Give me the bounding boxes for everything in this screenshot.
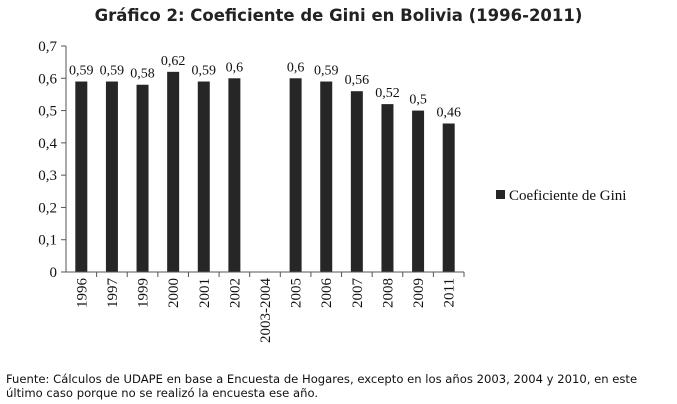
bar	[167, 71, 180, 272]
y-tick-label: 0,6	[38, 71, 57, 87]
y-tick-label: 0,1	[38, 233, 57, 249]
y-tick-label: 0,3	[38, 168, 57, 184]
bar-data-label: 0,6	[226, 60, 244, 75]
bar-data-label: 0,5	[409, 93, 427, 108]
x-axis-ticks: 1996 1997 1999 2000 2001 2002 2003-2004 2005 200…	[74, 272, 465, 343]
bar-data-label: 0,58	[130, 67, 155, 82]
x-tick-label: 1999	[136, 278, 152, 308]
x-tick-label: 2007	[350, 278, 366, 309]
bars	[75, 71, 455, 273]
x-tick-label: 2005	[289, 278, 305, 308]
x-tick-label: 2003-2004	[258, 278, 274, 343]
bar-data-label: 0,6	[287, 60, 305, 75]
bar-chart: 00,10,20,30,40,50,60,7 0,59 0,59 0,580,620…	[38, 39, 626, 343]
y-tick-label: 0,4	[38, 136, 57, 152]
y-tick-label: 0,2	[38, 200, 57, 216]
x-tick-label: 2008	[380, 278, 396, 308]
y-tick-label: 0,5	[38, 104, 57, 120]
x-tick-label: 1996	[74, 278, 90, 309]
bar	[412, 110, 425, 272]
bar-data-label: 0,59	[100, 64, 125, 79]
chart-title: Gráfico 2: Coeficiente de Gini en Bolivi…	[94, 6, 583, 25]
x-tick-label: 2006	[319, 278, 335, 309]
bar	[136, 84, 149, 272]
bar	[75, 81, 88, 272]
bar	[289, 78, 302, 273]
legend-label: Coeficiente de Gini	[509, 188, 626, 204]
x-tick-label: 1997	[105, 278, 121, 309]
y-tick-label: 0,7	[38, 39, 57, 55]
legend: Coeficiente de Gini	[496, 188, 626, 204]
bar	[381, 104, 394, 272]
data-labels: 0,59 0,59 0,58 0,62 0,59 0,6 0,6 0,59 0,56 0,52 0,…	[69, 54, 461, 121]
source-note: Fuente: Cálculos de UDAPE en base a Encu…	[6, 372, 638, 400]
y-tick-label: 0	[50, 265, 58, 281]
bar-data-label: 0,59	[192, 64, 217, 79]
bar	[442, 123, 455, 272]
bar	[105, 81, 118, 272]
bar	[197, 81, 210, 272]
bar-data-label: 0,52	[375, 86, 400, 101]
bar-data-label: 0,59	[69, 64, 94, 79]
bar-data-label: 0,59	[314, 64, 339, 79]
bar-data-label: 0,46	[436, 105, 461, 120]
x-tick-label: 2009	[411, 278, 427, 308]
x-tick-label: 2000	[166, 278, 182, 308]
bar-data-label: 0,56	[345, 73, 370, 88]
x-tick-label: 2002	[227, 278, 243, 308]
bar	[320, 81, 333, 272]
bar	[228, 78, 241, 273]
x-tick-label: 2001	[197, 278, 213, 308]
bar-data-label: 0,62	[161, 54, 186, 69]
bar	[350, 91, 363, 272]
legend-swatch	[496, 190, 505, 199]
y-axis-ticks: 0 0,1 0,2 0,3 0,4 0,5 0,6 0,7	[38, 39, 66, 281]
x-tick-label: 2011	[442, 278, 458, 307]
